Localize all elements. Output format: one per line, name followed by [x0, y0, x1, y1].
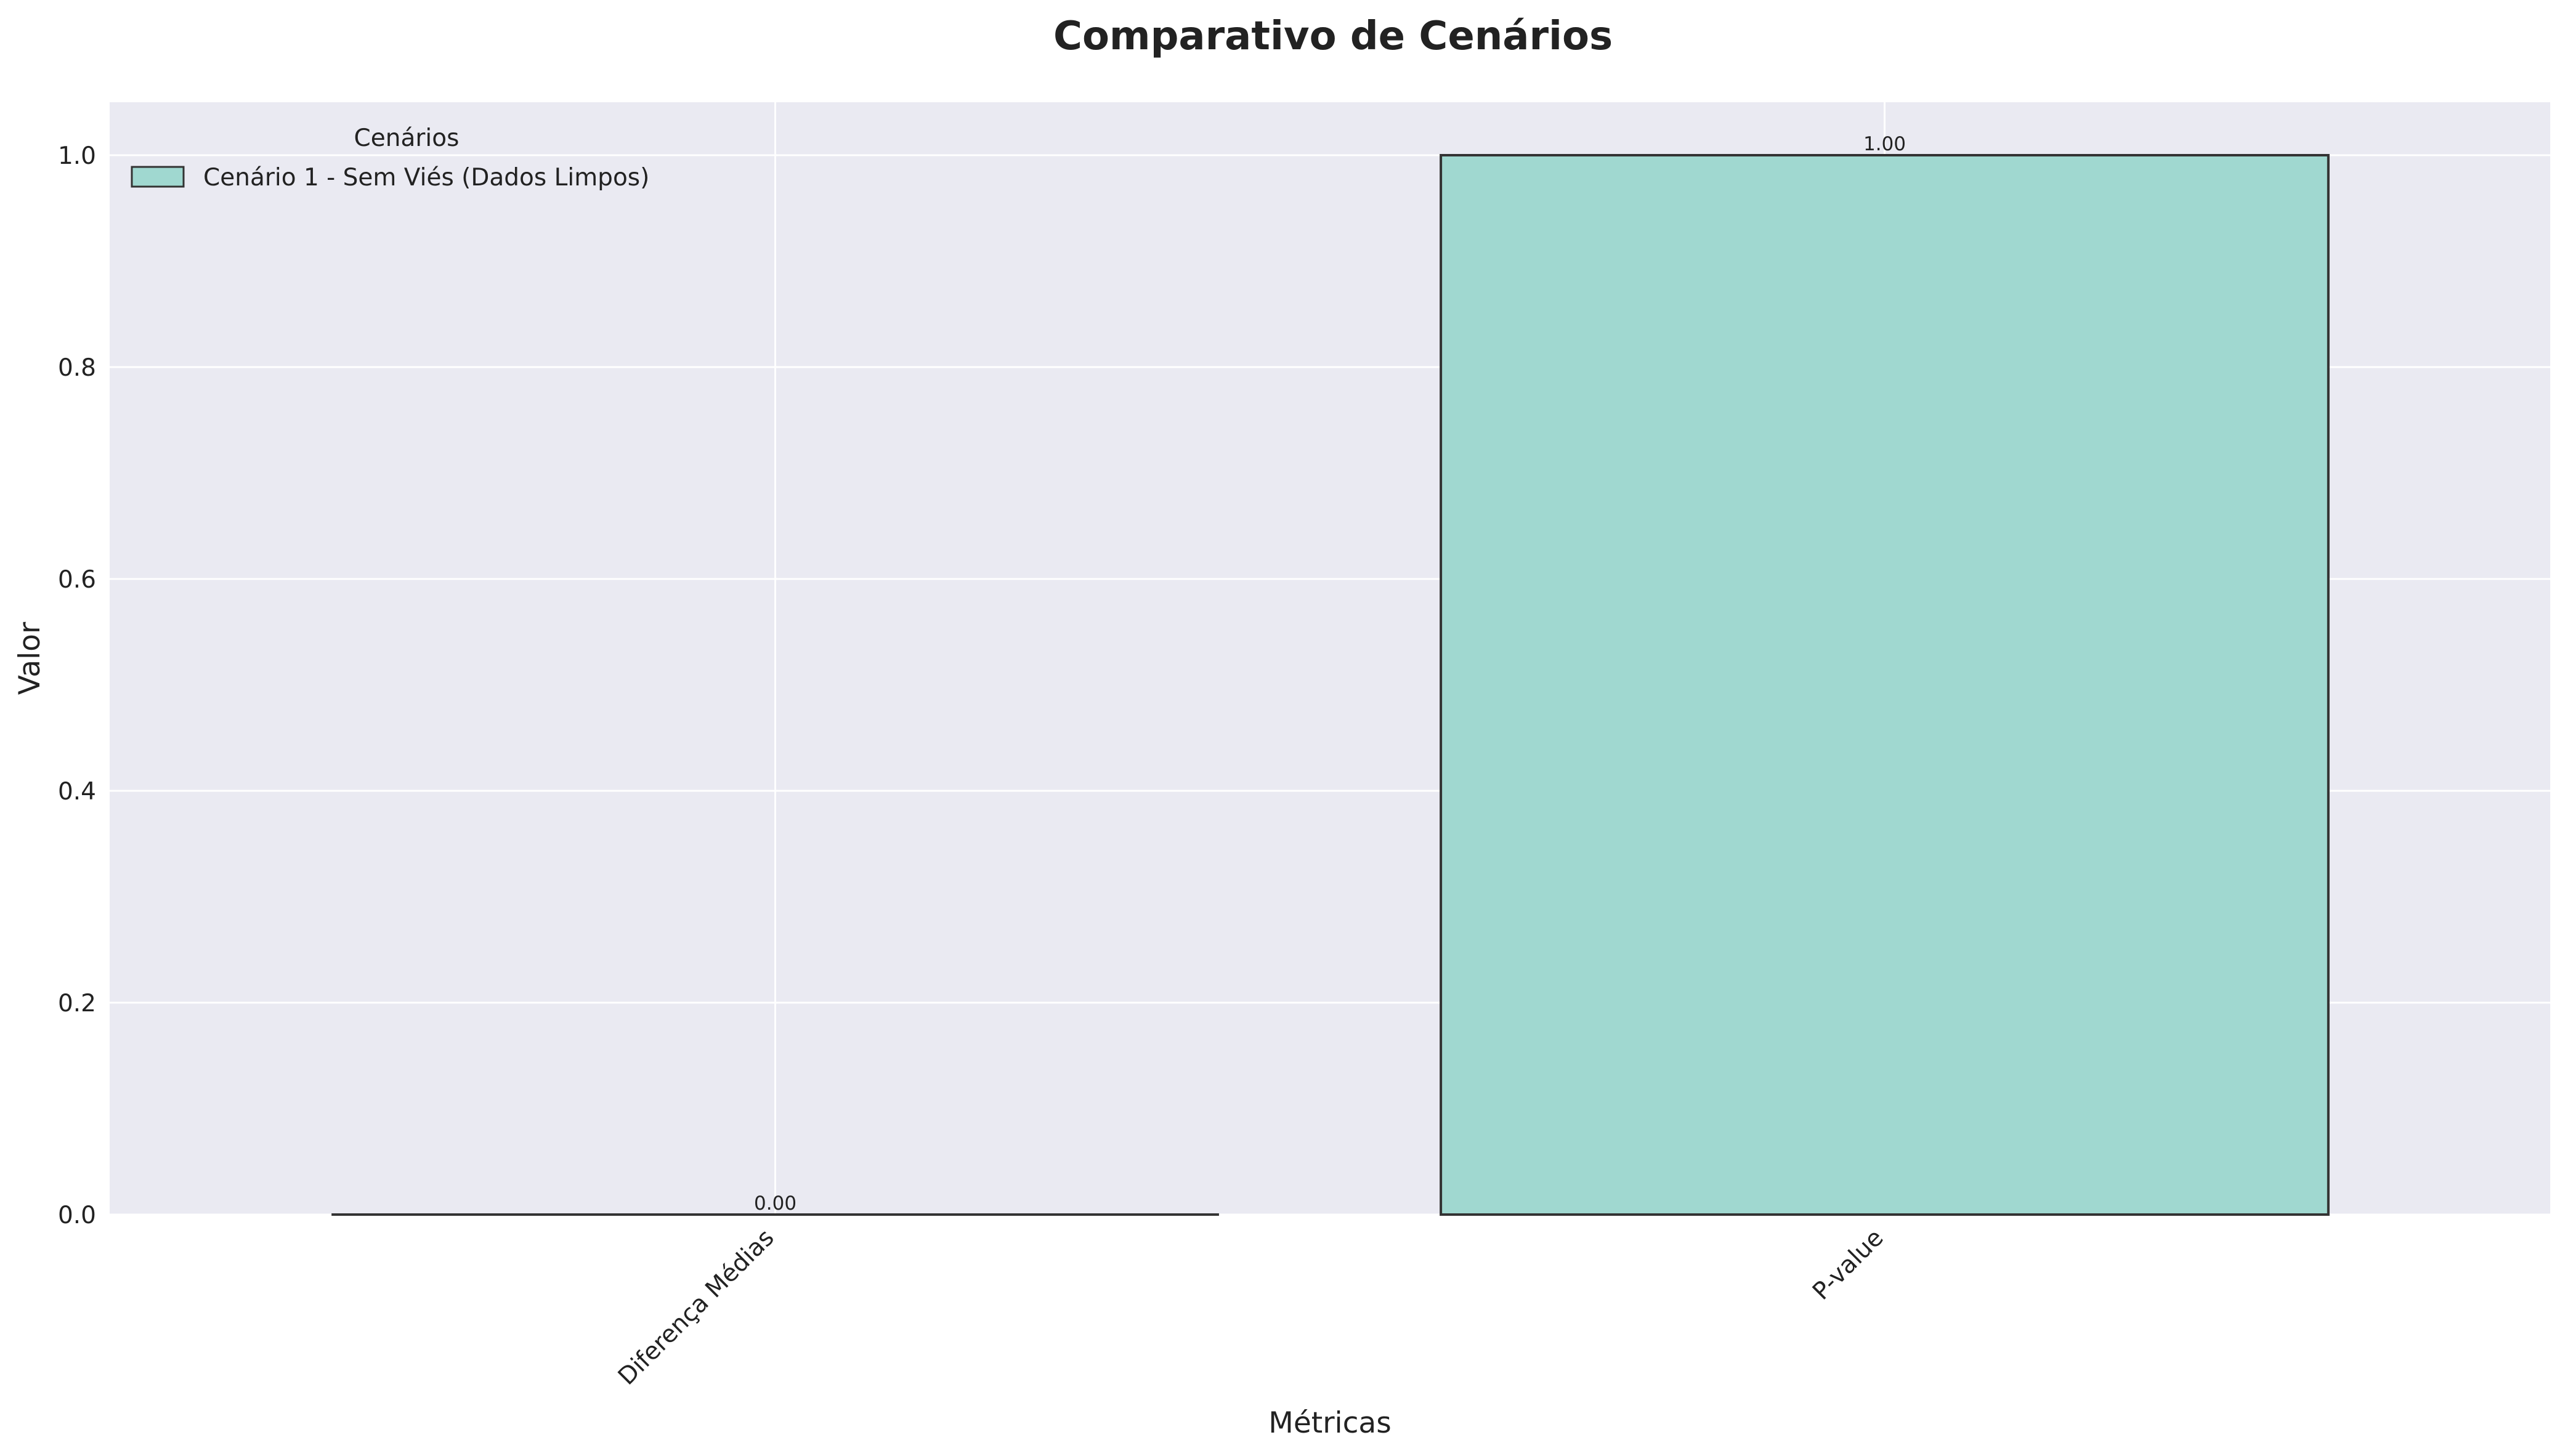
bars — [331, 154, 2330, 1216]
y-tick-label: 0.4 — [58, 778, 96, 806]
bar-value-label: 0.00 — [754, 1192, 796, 1215]
y-tick-label: 0.2 — [58, 990, 96, 1017]
y-tick-label: 1.0 — [58, 142, 96, 170]
y-axis-label: Valor — [13, 621, 47, 695]
legend-swatch — [131, 166, 185, 188]
bar-labels: 0.00 1.00 — [754, 133, 1906, 1215]
chart-title: Comparativo de Cenários — [1053, 14, 1613, 59]
legend-entry-label: Cenário 1 - Sem Viés (Dados Limpos) — [203, 164, 649, 192]
y-tick-label: 0.8 — [58, 354, 96, 382]
legend: Cenários Cenário 1 - Sem Viés (Dados Lim… — [131, 124, 649, 192]
legend-title: Cenários — [354, 124, 460, 152]
bar — [1440, 154, 2330, 1216]
x-axis-label: Métricas — [1268, 1406, 1391, 1440]
y-tick-label: 0.0 — [58, 1202, 96, 1229]
y-axis-ticks: 0.0 0.2 0.4 0.6 0.8 1.0 — [58, 142, 96, 1229]
y-tick-label: 0.6 — [58, 566, 96, 594]
bar-value-label: 1.00 — [1863, 133, 1906, 155]
